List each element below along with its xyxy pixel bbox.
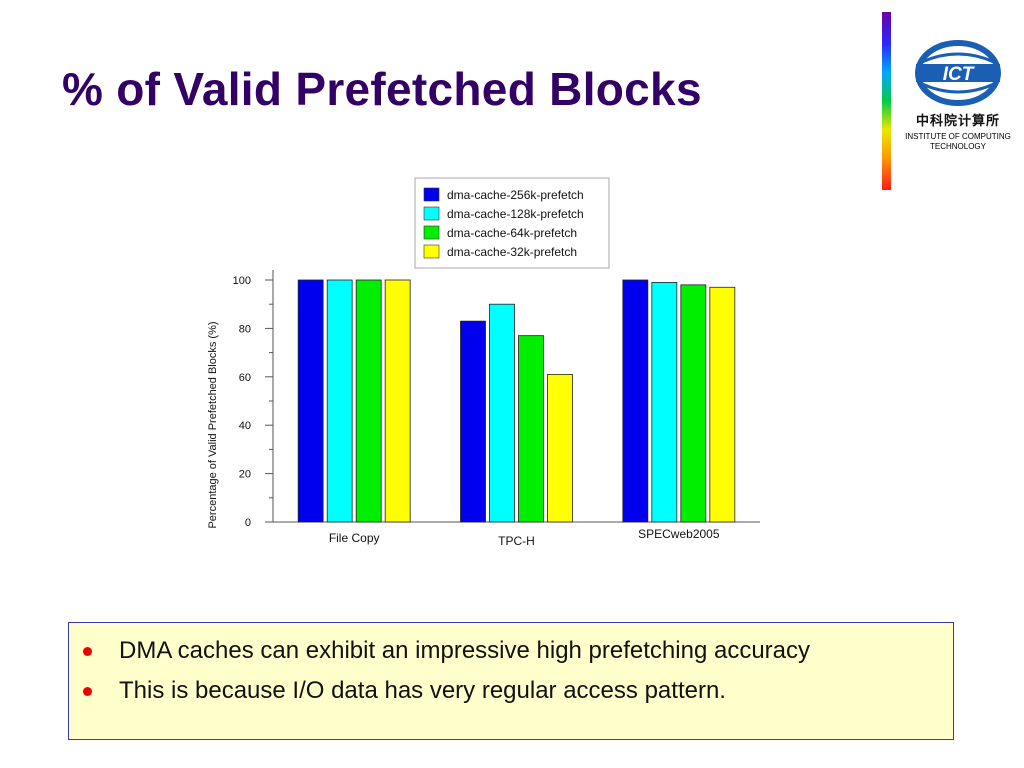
legend-swatch: [423, 206, 440, 221]
bar-2: [651, 282, 678, 523]
x-category-label: TPC-H: [498, 534, 535, 548]
bar-4: [547, 373, 573, 523]
logo-chinese-text: 中科院计算所: [915, 114, 1000, 129]
bar-1: [297, 279, 324, 523]
rainbow-accent-bar: [882, 12, 891, 190]
legend-label: dma-cache-256k-prefetch: [447, 188, 584, 202]
y-tick-label: 60: [239, 372, 251, 384]
notes-list: DMA caches can exhibit an impressive hig…: [69, 623, 953, 711]
ict-logo: ICT 中科院计算所 INSTITUTE OF COMPUTING TECHNO…: [898, 40, 1018, 155]
legend-label: dma-cache-128k-prefetch: [447, 207, 584, 221]
bar-3: [518, 335, 544, 523]
y-axis-label: Percentage of Valid Prefetched Blocks (%…: [207, 321, 219, 528]
y-tick-label: 100: [233, 275, 251, 287]
note-item: DMA caches can exhibit an impressive hig…: [69, 631, 953, 671]
legend-swatch: [423, 225, 440, 240]
y-tick-label: 80: [239, 323, 251, 335]
notes-box: DMA caches can exhibit an impressive hig…: [68, 622, 954, 740]
bar-3: [355, 279, 382, 523]
legend-swatch: [423, 187, 440, 202]
x-category-label: SPECweb2005: [638, 527, 720, 541]
x-category-label: File Copy: [329, 531, 380, 545]
legend-frame: [414, 177, 610, 269]
bar-chart: dma-cache-256k-prefetch dma-cache-128k-pr…: [207, 177, 760, 548]
bar-2: [326, 279, 353, 523]
chart-labels: 0 20 40 60 80 100 File Copy TPC-H SPECweb2005: [233, 275, 720, 548]
chart-bars: [297, 279, 736, 523]
bar-2: [489, 303, 515, 523]
note-item: This is because I/O data has very regula…: [69, 671, 953, 711]
chart-legend: dma-cache-256k-prefetch dma-cache-128k-pr…: [414, 177, 610, 269]
bullet-icon: [83, 687, 92, 696]
ict-emblem-icon: ICT: [915, 40, 1001, 106]
slide-title: % of Valid Prefetched Blocks: [62, 63, 702, 115]
legend-swatch: [423, 244, 440, 259]
y-tick-label: 20: [239, 469, 251, 481]
legend-label: dma-cache-32k-prefetch: [447, 245, 577, 259]
bar-3: [680, 284, 707, 523]
note-text: This is because I/O data has very regula…: [119, 677, 726, 704]
logo-english-text: INSTITUTE OF COMPUTING TECHNOLOGY: [905, 132, 1011, 151]
y-tick-label: 0: [245, 517, 251, 529]
note-text: DMA caches can exhibit an impressive hig…: [119, 637, 811, 664]
chart-axes: [265, 270, 760, 523]
bar-4: [709, 286, 736, 523]
logo-emblem-text: ICT: [943, 64, 975, 85]
bar-4: [384, 279, 411, 523]
y-tick-label: 40: [239, 420, 251, 432]
bar-1: [460, 320, 486, 523]
bar-1: [622, 279, 649, 523]
legend-label: dma-cache-64k-prefetch: [447, 226, 577, 240]
bullet-icon: [83, 647, 92, 656]
